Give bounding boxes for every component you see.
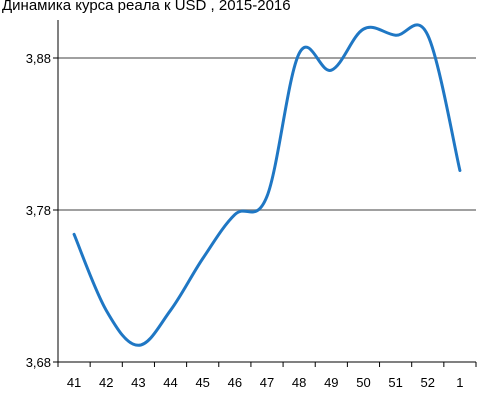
x-tick-label: 51	[388, 375, 402, 390]
x-tick-label: 50	[356, 375, 370, 390]
gridlines	[58, 57, 476, 211]
axes	[53, 20, 477, 367]
x-tick-label: 1	[456, 375, 463, 390]
x-tick-label: 43	[131, 375, 145, 390]
y-tick-label: 3,68	[26, 355, 51, 370]
x-tick-label: 41	[67, 375, 81, 390]
x-tick-label: 49	[324, 375, 338, 390]
chart-title: Динамика курса реала к USD , 2015-2016	[2, 0, 291, 14]
series-line	[72, 23, 462, 347]
x-tick-label: 45	[195, 375, 209, 390]
tick-labels: 3,68 3,78 3,88 41 42 43 44 45 46 47 48 49 50 51 52 1	[26, 51, 464, 390]
x-tick-label: 46	[228, 375, 242, 390]
x-tick-label: 52	[421, 375, 435, 390]
y-tick-label: 3,78	[26, 203, 51, 218]
x-tick-label: 42	[99, 375, 113, 390]
y-tick-label: 3,88	[26, 51, 51, 66]
x-tick-label: 47	[260, 375, 274, 390]
x-tick-label: 48	[292, 375, 306, 390]
series-layer	[72, 23, 462, 347]
x-tick-label: 44	[163, 375, 177, 390]
